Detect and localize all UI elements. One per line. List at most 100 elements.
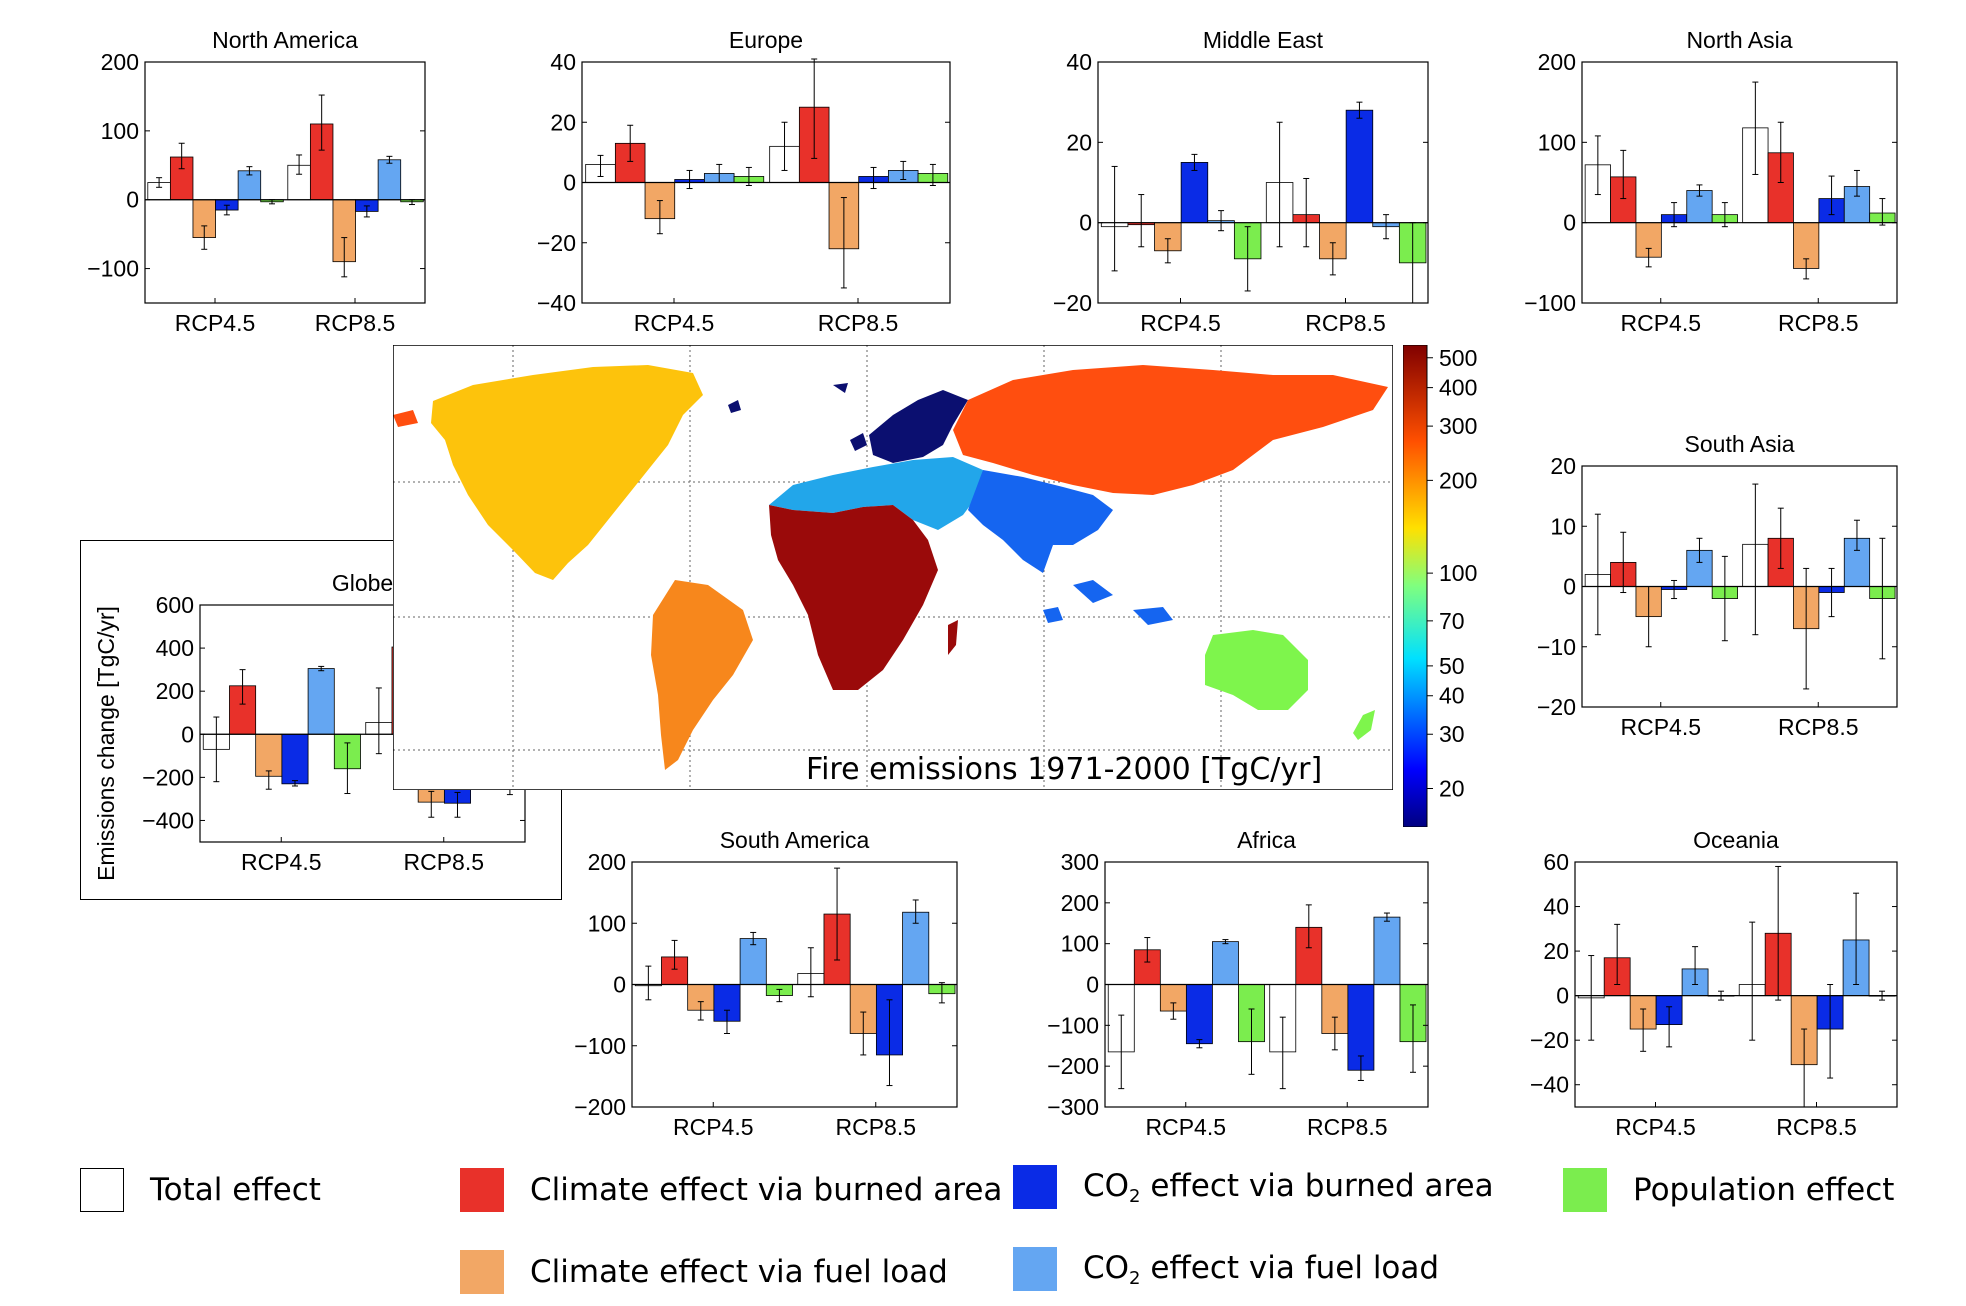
error-bar <box>776 988 783 1003</box>
chart-south-america: South America RCP4.5 RCP8.5 200 100 0 −100 −200 <box>560 812 967 1152</box>
y-tick-label: −200 <box>574 1094 626 1120</box>
region-north-asia <box>953 365 1388 495</box>
legend-item-co2_fuel: CO2 effect via fuel load <box>1013 1247 1439 1291</box>
chart-title: North America <box>212 27 358 53</box>
x-tick-label: RCP8.5 <box>1776 1114 1857 1140</box>
error-bar <box>318 665 325 672</box>
error-bar <box>840 197 847 289</box>
bar-co2_ba <box>1180 162 1209 224</box>
region-africa-madagascar <box>948 620 958 655</box>
x-tick-label: RCP8.5 <box>1305 310 1386 336</box>
error-bar <box>1696 537 1703 563</box>
y-tick-label: −100 <box>574 1033 626 1059</box>
error-bar <box>1803 567 1810 690</box>
error-bar <box>1357 1055 1364 1081</box>
error-bar <box>1248 1008 1255 1075</box>
legend-swatch <box>1563 1168 1607 1212</box>
error-bar <box>265 770 272 790</box>
region-south-asia <box>968 470 1113 573</box>
colorbar-svg: 500 400 300 200 100 70 50 40 30 20 <box>1402 344 1477 828</box>
legend-label: CO2 effect via burned area <box>1083 1167 1494 1207</box>
error-bar <box>156 177 163 188</box>
legend-swatch <box>80 1168 124 1212</box>
plot-frame <box>1574 861 1898 1108</box>
x-tick-label: RCP8.5 <box>818 310 899 336</box>
y-tick-label: 0 <box>181 721 194 747</box>
error-bar <box>1614 923 1621 985</box>
error-bar <box>1409 1004 1416 1073</box>
error-bar <box>1164 238 1171 264</box>
legend-label: Climate effect via fuel load <box>530 1254 948 1290</box>
error-bar <box>246 166 253 176</box>
error-bar <box>1853 519 1860 551</box>
error-bar <box>178 142 185 170</box>
fire-emissions-map <box>392 344 1394 791</box>
error-bar <box>1645 247 1652 268</box>
error-bar <box>1827 984 1834 1079</box>
error-bar <box>318 94 325 151</box>
error-bar <box>1222 939 1229 945</box>
y-tick-label: 200 <box>1538 49 1576 75</box>
bar-co2_fuel <box>902 911 930 985</box>
x-tick-label: RCP4.5 <box>1140 310 1221 336</box>
error-bar <box>1383 912 1390 922</box>
chart-title: Globe <box>332 570 393 596</box>
error-bar <box>1775 865 1782 1001</box>
error-bar <box>1191 153 1198 171</box>
region-south-america <box>651 580 753 770</box>
y-tick-label: −10 <box>1537 634 1576 660</box>
error-bar <box>1276 121 1283 248</box>
y-tick-label: −200 <box>1047 1053 1099 1079</box>
error-bar <box>1777 121 1784 183</box>
legend-item-climate_ba: Climate effect via burned area <box>460 1168 1002 1212</box>
error-bar <box>1356 101 1363 119</box>
x-tick-label: RCP8.5 <box>403 849 484 875</box>
chart-south-asia: South Asia RCP4.5 RCP8.5 20 10 0 −10 −20 <box>1520 415 1907 752</box>
colorbar-tick-label: 40 <box>1439 683 1465 709</box>
x-tick-label: RCP4.5 <box>1145 1114 1226 1140</box>
error-bar <box>1144 937 1151 963</box>
error-bar <box>1305 904 1312 949</box>
error-bar <box>807 947 814 998</box>
legend-swatch <box>460 1250 504 1294</box>
error-bar <box>201 225 208 250</box>
y-tick-label: 400 <box>156 635 194 661</box>
y-tick-label: 60 <box>1543 849 1569 875</box>
y-tick-label: 40 <box>1066 49 1092 75</box>
error-bar <box>1196 1039 1203 1049</box>
region-oceania-nz <box>1353 710 1375 740</box>
x-tick-label: RCP8.5 <box>1307 1114 1388 1140</box>
error-bar <box>1692 946 1699 985</box>
plot-frame <box>581 61 951 304</box>
colorbar-tick-label: 500 <box>1439 345 1477 371</box>
legend-swatch <box>1013 1247 1057 1291</box>
error-bar <box>1620 531 1627 594</box>
legend-label: CO2 effect via fuel load <box>1083 1249 1440 1289</box>
map-caption: Fire emissions 1971-2000 [TgC/yr] <box>806 752 1323 787</box>
chart-north-america: North America RCP4.5 RCP8.5 200 100 0 −100 <box>80 12 435 348</box>
y-tick-label: −40 <box>537 290 576 316</box>
error-bar <box>1752 483 1759 636</box>
south-america-svg: South America RCP4.5 RCP8.5 200 100 0 −100 −200 <box>574 827 958 1140</box>
chart-oceania: Oceania RCP4.5 RCP8.5 60 40 20 0 −20 −40 <box>1520 812 1907 1152</box>
south-asia-svg: South Asia RCP4.5 RCP8.5 20 10 0 −10 −20 <box>1537 431 1898 740</box>
bar-co2_ba <box>281 733 309 785</box>
error-bar <box>1331 1016 1338 1051</box>
region-africa <box>769 505 938 690</box>
y-tick-label: 200 <box>156 678 194 704</box>
middle-east-svg: Middle East RCP4.5 RCP8.5 40 20 0 −20 <box>1053 27 1429 336</box>
colorbar-ramp <box>1402 344 1428 828</box>
colorbar-tick-label: 100 <box>1439 560 1477 586</box>
y-tick-label: 20 <box>1066 129 1092 155</box>
error-bar <box>686 169 693 190</box>
error-bar <box>291 780 298 787</box>
error-bar <box>697 1001 704 1021</box>
legend: Total effect Climate effect via burned ar… <box>0 1150 1966 1300</box>
chart-title: Africa <box>1237 827 1296 853</box>
error-bar <box>1138 194 1145 248</box>
error-bar <box>1853 169 1860 197</box>
error-bar <box>341 237 348 278</box>
bar-co2_fuel <box>377 159 402 201</box>
error-bar <box>1111 165 1118 272</box>
bar-co2_fuel <box>739 938 767 985</box>
